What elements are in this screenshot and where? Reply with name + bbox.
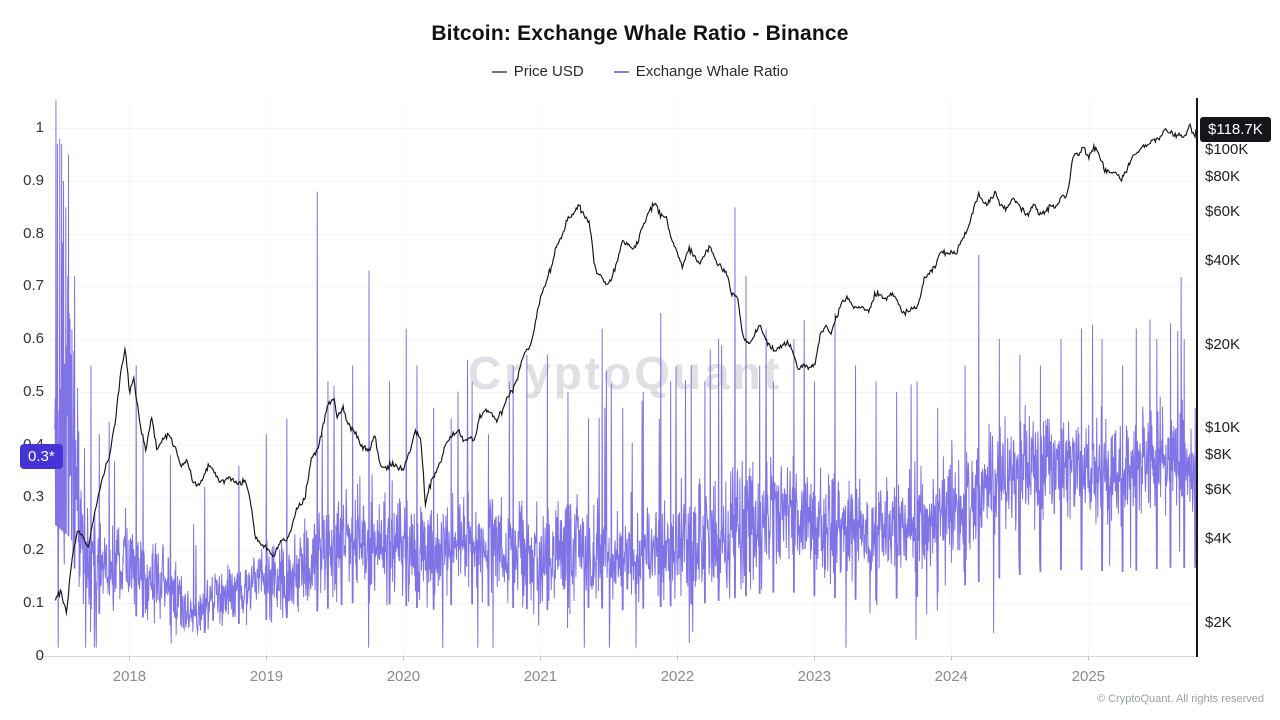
x-axis-tick-label: 2018	[112, 668, 147, 685]
price-current-value-badge: $118.7K	[1200, 117, 1271, 143]
right-axis-tick-label: $40K	[1205, 251, 1241, 269]
x-axis-tick-label: 2020	[386, 668, 421, 685]
right-axis-tick-label: $80K	[1205, 167, 1241, 185]
x-axis-tick-label: 2024	[934, 668, 969, 685]
left-axis-tick-label: 0.2	[23, 541, 44, 559]
left-axis-tick-label: 0	[35, 646, 44, 664]
right-axis-tick-label: $100K	[1205, 141, 1249, 158]
x-axis-tick-label: 2023	[797, 668, 832, 685]
x-axis-tick-label: 2021	[523, 668, 558, 685]
right-axis-tick-label: $20K	[1205, 335, 1241, 353]
left-axis-tick-label: 1	[35, 119, 44, 137]
x-axis-tick-label: 2025	[1071, 668, 1106, 685]
left-axis-tick-label: 0.1	[23, 593, 44, 611]
left-axis-tick-label: 0.7	[23, 277, 44, 295]
left-axis-tick-label: 0.9	[23, 172, 44, 190]
right-axis-tick-label: $60K	[1205, 202, 1241, 220]
right-axis-tick-label: $4K	[1205, 530, 1232, 548]
right-axis-tick-label: $2K	[1205, 613, 1232, 631]
copyright-text: © CryptoQuant. All rights reserved	[1096, 693, 1264, 705]
right-axis-tick-label: $6K	[1205, 481, 1232, 499]
left-axis-tick-label: 0.3	[23, 488, 44, 506]
right-axis-tick-label: $8K	[1205, 446, 1232, 464]
x-axis-tick-label: 2022	[660, 668, 695, 685]
left-axis-tick-label: 0.6	[23, 330, 44, 348]
x-axis-tick-label: 2019	[249, 668, 284, 685]
right-axis-tick-label: $10K	[1205, 419, 1241, 437]
left-axis-tick-label: 0.8	[23, 224, 44, 242]
left-axis-tick-label: 0.5	[23, 382, 44, 400]
ratio-current-value-badge: 0.3*	[20, 444, 63, 470]
